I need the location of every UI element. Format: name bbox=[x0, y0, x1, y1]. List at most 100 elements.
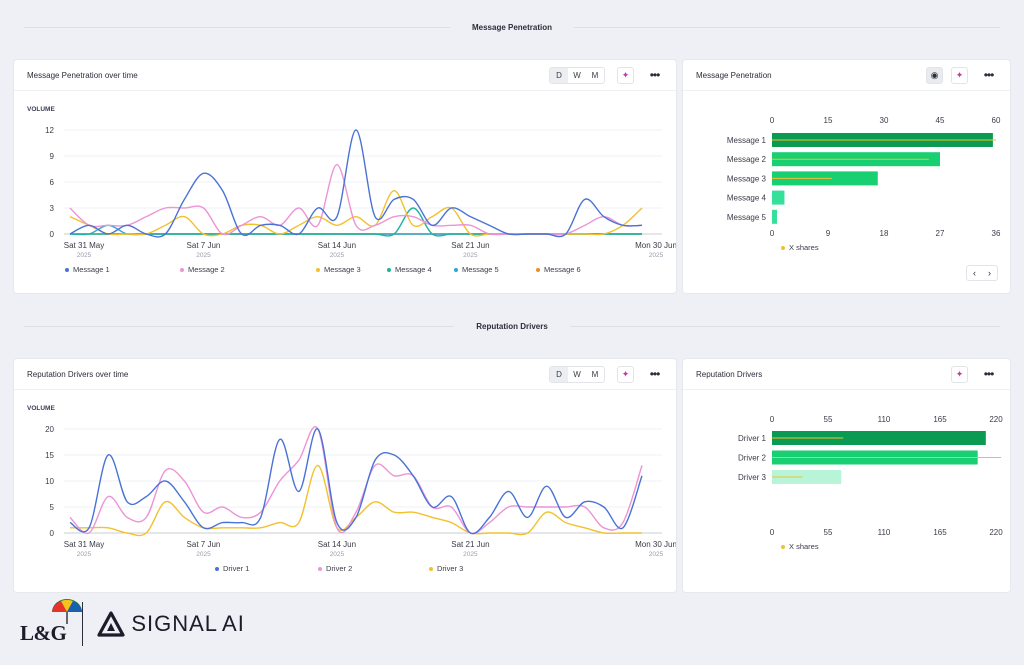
signal-logo-text: SIGNAL AI bbox=[131, 611, 245, 637]
y-tick-label: 0 bbox=[50, 230, 55, 239]
legend-label: Driver 3 bbox=[437, 564, 464, 573]
section-divider-drivers: Reputation Drivers bbox=[24, 319, 1001, 333]
legend-dot bbox=[536, 267, 540, 272]
legend-item[interactable]: Driver 1 bbox=[215, 564, 249, 573]
card-header: Message Penetration over time D W M ✦ ••… bbox=[14, 60, 676, 91]
top-axis-label: 15 bbox=[824, 116, 833, 125]
category-label: Driver 2 bbox=[738, 454, 767, 463]
category-label: Message 3 bbox=[727, 174, 767, 183]
bottom-axis-label: 36 bbox=[992, 229, 1001, 238]
card-title: Reputation Drivers over time bbox=[27, 369, 129, 379]
toggle-month[interactable]: M bbox=[591, 369, 599, 379]
x-tick-year: 2025 bbox=[196, 252, 211, 259]
bottom-axis-label: 0 bbox=[770, 528, 775, 537]
penetration-bar-card: Message Penetration ◉ ✦ ••• 0 0 15 9 30 18 45 2… bbox=[683, 60, 1010, 293]
legend-item: X shares bbox=[781, 243, 819, 252]
section-divider-penetration: Message Penetration bbox=[24, 20, 1000, 34]
legend-dot bbox=[454, 267, 458, 272]
granularity-toggle: D W M bbox=[549, 66, 605, 84]
x-tick-label: Sat 21 Jun bbox=[451, 540, 489, 549]
series-line bbox=[69, 129, 643, 238]
top-axis-label: 30 bbox=[880, 116, 889, 125]
toggle-month[interactable]: M bbox=[591, 70, 599, 80]
card-title: Message Penetration bbox=[696, 70, 772, 80]
eye-slash-icon[interactable]: ◉ bbox=[926, 66, 943, 84]
category-label: Message 1 bbox=[727, 136, 767, 145]
y-tick-label: 5 bbox=[50, 503, 55, 512]
y-tick-label: 15 bbox=[45, 451, 54, 460]
legend-dot bbox=[215, 566, 219, 571]
signal-word: SIGNAL bbox=[131, 611, 219, 636]
y-tick-label: 20 bbox=[45, 425, 54, 434]
x-tick-label: Mon 30 Jun bbox=[635, 241, 676, 250]
legend-item[interactable]: Message 5 bbox=[454, 265, 499, 274]
toggle-week[interactable]: W bbox=[573, 369, 581, 379]
chart-legend: Message 1 Message 2 Message 3 Message 4 Mess… bbox=[14, 265, 676, 277]
legend-item[interactable]: Message 4 bbox=[387, 265, 432, 274]
bottom-axis-label: 9 bbox=[826, 229, 831, 238]
top-axis-label: 55 bbox=[824, 415, 833, 424]
legend-dot bbox=[65, 267, 69, 272]
legend-dot bbox=[387, 267, 391, 272]
signal-ai-word: AI bbox=[222, 611, 245, 636]
category-label: Message 2 bbox=[727, 155, 767, 164]
toggle-week[interactable]: W bbox=[573, 70, 581, 80]
legend-dot bbox=[180, 267, 184, 272]
x-tick-label: Sat 14 Jun bbox=[318, 540, 356, 549]
chevron-left-icon[interactable]: ‹ bbox=[973, 268, 976, 278]
legend-item[interactable]: Message 6 bbox=[536, 265, 581, 274]
legend-dot bbox=[781, 245, 785, 250]
sparkle-icon[interactable]: ✦ bbox=[617, 66, 634, 84]
category-label: Driver 1 bbox=[738, 434, 767, 443]
x-tick-year: 2025 bbox=[77, 252, 92, 259]
chevron-right-icon[interactable]: › bbox=[988, 268, 991, 278]
toggle-day[interactable]: D bbox=[550, 366, 568, 382]
legend-dot bbox=[316, 267, 320, 272]
card-header: Message Penetration ◉ ✦ ••• bbox=[683, 60, 1010, 91]
legend-item[interactable]: Message 1 bbox=[65, 265, 110, 274]
toggle-day[interactable]: D bbox=[550, 67, 568, 83]
category-label: Message 4 bbox=[727, 194, 767, 203]
granularity-toggle: D W M bbox=[549, 365, 605, 383]
top-axis-label: 45 bbox=[936, 116, 945, 125]
x-tick-label: Sat 7 Jun bbox=[187, 540, 221, 549]
x-tick-label: Sat 31 May bbox=[64, 540, 104, 549]
x-tick-label: Mon 30 Jun bbox=[635, 540, 676, 549]
bar bbox=[772, 470, 842, 484]
x-tick-label: Sat 7 Jun bbox=[187, 241, 221, 250]
more-icon[interactable]: ••• bbox=[649, 367, 661, 381]
bottom-axis-label: 110 bbox=[878, 528, 891, 537]
lg-logo-text: L&G bbox=[20, 620, 67, 645]
umbrella-logo bbox=[52, 599, 82, 624]
more-icon[interactable]: ••• bbox=[983, 68, 995, 82]
legend-label: X shares bbox=[789, 243, 819, 252]
legend-item[interactable]: Message 3 bbox=[316, 265, 361, 274]
legend-dot bbox=[318, 566, 322, 571]
sparkle-icon[interactable]: ✦ bbox=[951, 365, 968, 383]
card-header: Reputation Drivers over time D W M ✦ ••• bbox=[14, 359, 676, 390]
legend-label: Message 2 bbox=[188, 265, 225, 274]
bar bbox=[772, 431, 986, 445]
more-icon[interactable]: ••• bbox=[649, 68, 661, 82]
legend-dot bbox=[781, 544, 785, 549]
legend-item[interactable]: Message 2 bbox=[180, 265, 225, 274]
drivers-line-chart: 0 5 10 15 20 Sat 31 May 2025 Sat 7 Jun 2025 Sat 1… bbox=[45, 425, 676, 558]
drivers-bar-chart: 0 0 55 55 110 110 165 165 220 220 Driver 1 Driver 2… bbox=[738, 415, 1003, 537]
x-tick-year: 2025 bbox=[330, 551, 345, 558]
drivers-bar-card: Reputation Drivers ✦ ••• 0 0 55 55 110 110 165… bbox=[683, 359, 1010, 592]
bottom-axis-label: 0 bbox=[770, 229, 775, 238]
y-tick-label: 6 bbox=[50, 178, 55, 187]
legend-label: Message 6 bbox=[544, 265, 581, 274]
x-tick-year: 2025 bbox=[649, 252, 664, 259]
penetration-time-card: Message Penetration over time D W M ✦ ••… bbox=[14, 60, 676, 293]
x-tick-year: 2025 bbox=[77, 551, 92, 558]
top-axis-label: 0 bbox=[770, 415, 775, 424]
more-icon[interactable]: ••• bbox=[983, 367, 995, 381]
legend-item[interactable]: Driver 2 bbox=[318, 564, 352, 573]
bar bbox=[772, 209, 777, 224]
sparkle-icon[interactable]: ✦ bbox=[951, 66, 968, 84]
top-axis-label: 0 bbox=[770, 116, 775, 125]
legend-item[interactable]: Driver 3 bbox=[429, 564, 463, 573]
sparkle-icon[interactable]: ✦ bbox=[617, 365, 634, 383]
category-label: Driver 3 bbox=[738, 473, 767, 482]
